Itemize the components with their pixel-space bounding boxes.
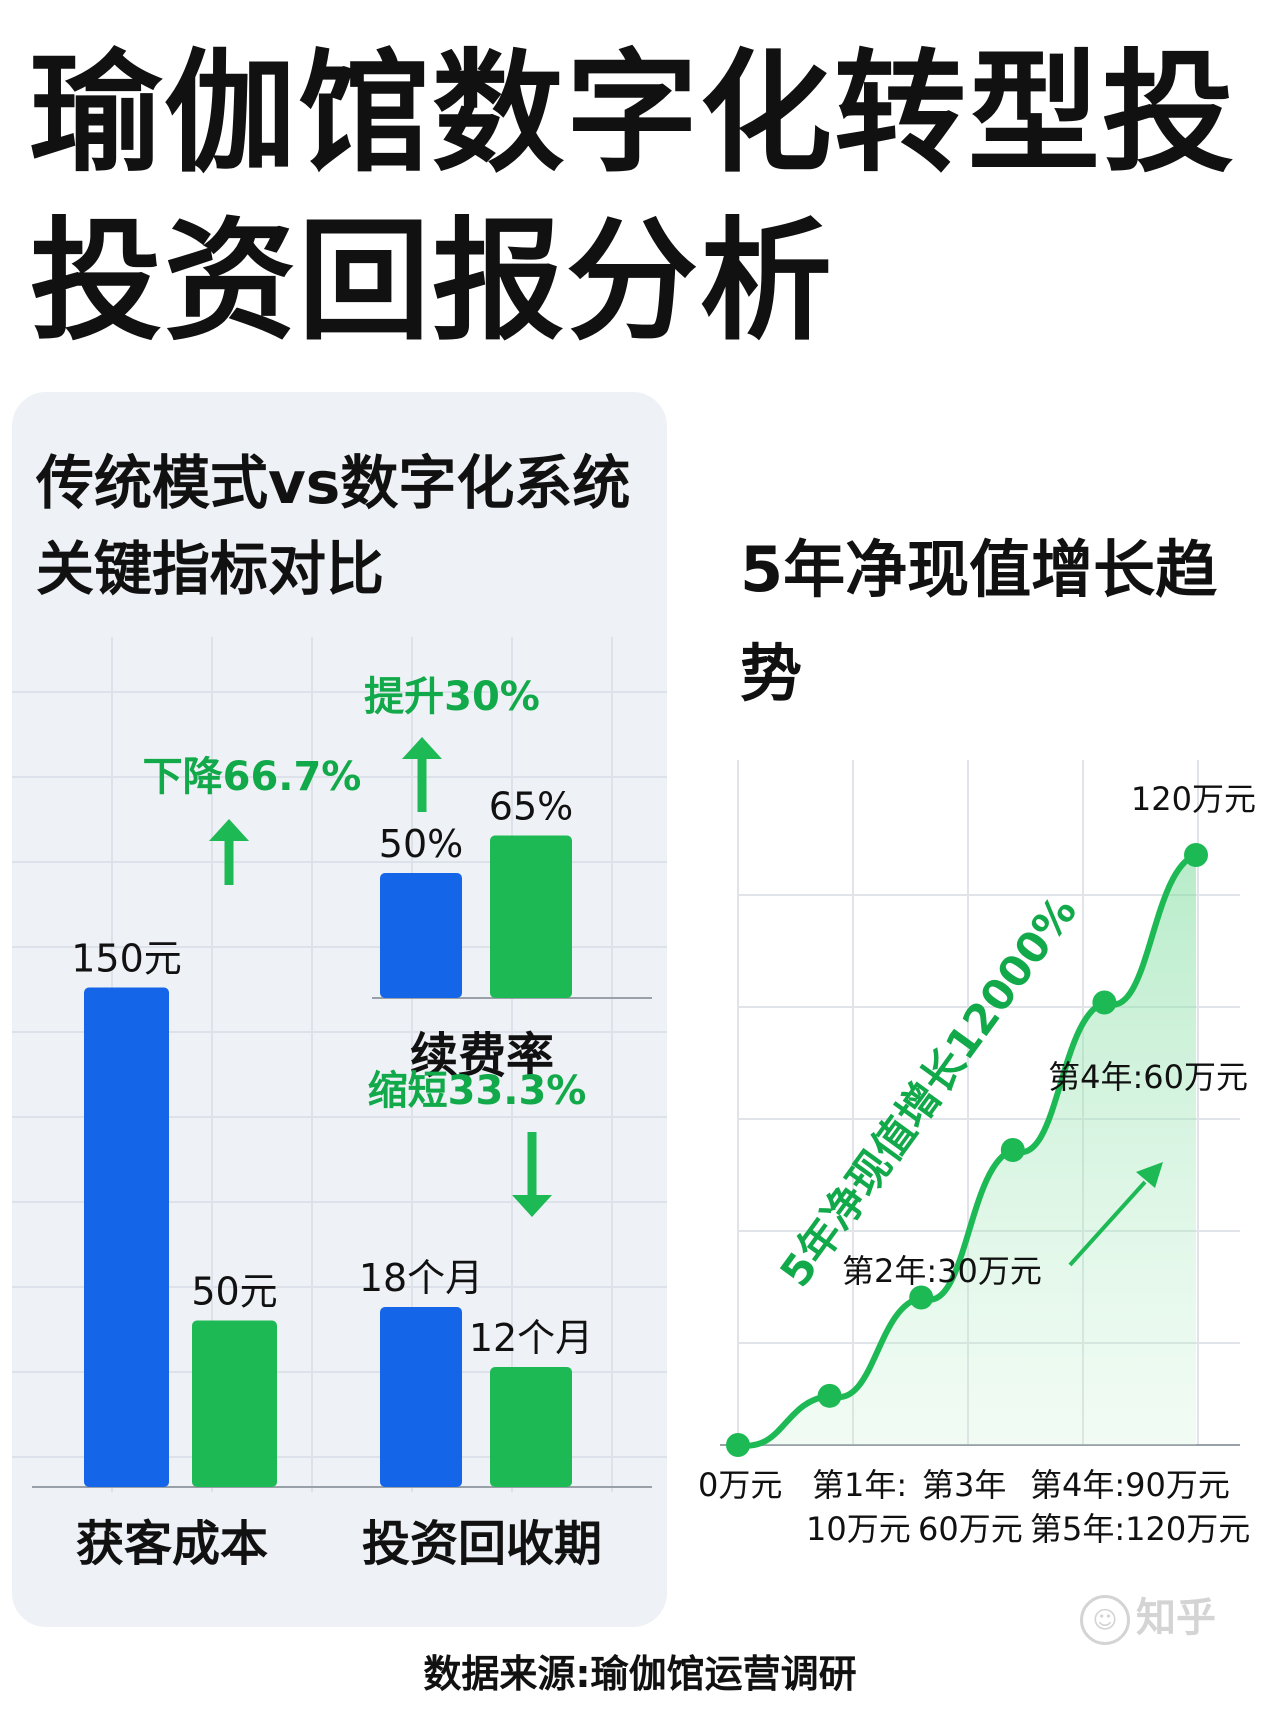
npv-point-4	[1092, 990, 1117, 1015]
bar-digital-2	[490, 1367, 572, 1487]
up-arrow-icon	[209, 819, 249, 841]
x-tick-label: 0万元	[700, 1466, 782, 1504]
x-tick-label: 第3年	[922, 1466, 1006, 1504]
data-label: 150元	[71, 937, 182, 981]
change-label: 缩短33.3%	[368, 1068, 587, 1114]
npv-point-5	[1184, 843, 1208, 867]
npv-title: 5年净现值增长趋势	[740, 533, 1218, 710]
page-title: 瑜伽馆数字化转型投投资回报分析	[30, 37, 1236, 359]
data-label: 50%	[379, 822, 463, 866]
x-tick-label: 10万元	[806, 1510, 911, 1548]
point-label: 120万元	[1131, 780, 1256, 818]
comparison-title: 传统模式vs数字化系统关键指标对比	[36, 449, 631, 603]
x-tick-label: 第4年:90万元	[1030, 1466, 1230, 1504]
data-label: 18个月	[359, 1256, 483, 1300]
category-label: 投资回收期	[362, 1516, 602, 1572]
bar-digital-0	[192, 1320, 277, 1487]
comparison-panel: 传统模式vs数字化系统关键指标对比 150元 50元 下降66.7% 获客成本 50% 6…	[12, 392, 667, 1627]
npv-point-2	[909, 1285, 934, 1310]
x-tick-label: 60万元	[918, 1510, 1023, 1548]
data-source-note: 数据来源:瑜伽馆运营调研	[423, 1652, 857, 1696]
change-label: 下降66.7%	[143, 754, 362, 800]
data-label: 12个月	[469, 1316, 593, 1360]
down-arrow-icon	[512, 1195, 552, 1217]
npv-point-1	[817, 1383, 842, 1408]
bar-traditional-2	[380, 1307, 462, 1487]
data-label: 65%	[489, 785, 573, 829]
bar-digital-1	[490, 835, 572, 998]
category-label: 续费率	[410, 1028, 554, 1084]
bar-traditional-1	[380, 873, 462, 998]
comparison-bar-chart: 150元 50元 下降66.7% 获客成本 50% 65% 提升30% 续费率 18个月 12个月…	[12, 637, 667, 1572]
npv-area-fill	[738, 855, 1196, 1446]
point-label: 第2年:30万元	[842, 1252, 1042, 1290]
watermark-text: 知乎	[1136, 1595, 1216, 1641]
watermark-logo: ☺ 知乎	[1080, 1585, 1216, 1645]
category-label: 获客成本	[76, 1516, 268, 1572]
bar-traditional-0	[84, 987, 169, 1487]
diagonal-arrow-icon	[1136, 1162, 1163, 1188]
data-label: 50元	[191, 1270, 277, 1314]
watermark-icon: ☺	[1080, 1595, 1130, 1645]
trend-arrow-shaft	[1068, 1180, 1147, 1267]
npv-point-3	[1000, 1138, 1025, 1162]
x-tick-label: 第5年:120万元	[1030, 1510, 1250, 1548]
up-arrow-icon	[402, 737, 442, 759]
change-label: 提升30%	[364, 674, 540, 720]
point-label: 第4年:60万元	[1048, 1058, 1248, 1096]
x-tick-label: 第1年:	[812, 1466, 907, 1504]
npv-point-0	[726, 1433, 750, 1457]
